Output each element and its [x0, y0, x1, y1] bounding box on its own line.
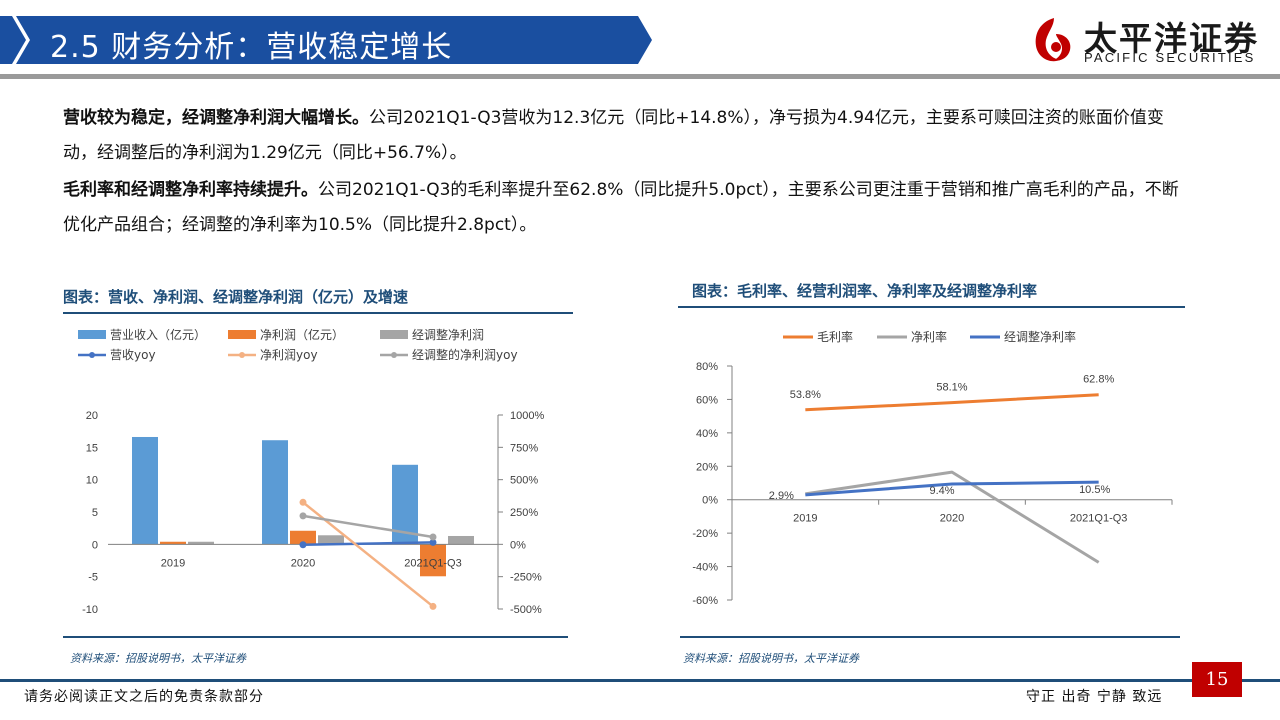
summary-paragraph-2: 毛利率和经调整净利率持续提升。公司2021Q1-Q3的毛利率提升至62.8%（同…	[63, 173, 1193, 243]
chart1-right-tick-label: 1000%	[510, 410, 544, 422]
pacific-logo-icon	[1035, 18, 1071, 62]
chart1-left-tick-label: 5	[92, 507, 98, 519]
chart2-tick-label: -60%	[692, 595, 718, 607]
chart1-left-tick-label: 10	[86, 475, 98, 487]
chart2-data-label: 2.9%	[769, 490, 794, 502]
chart2-category-label: 2019	[793, 513, 817, 525]
chart1-legend-revenue-yoy: 营收yoy	[78, 346, 156, 363]
summary-paragraph-1: 营收较为稳定，经调整净利润大幅增长。公司2021Q1-Q3营收为12.3亿元（同…	[63, 101, 1193, 171]
chart1-title: 图表：营收、净利润、经调整净利润（亿元）及增速	[63, 288, 409, 306]
chart2-data-label: 62.8%	[1083, 374, 1114, 386]
chart2-tick-label: 40%	[696, 428, 718, 440]
chart2-plot: 80% 60% 40% 20% 0% -20% -40% -60% 2019 2020 2021Q1…	[692, 361, 1173, 607]
paragraph-1-body: 公司2021Q1-Q3营收为12.3亿元（同比+14.8%），净亏损为4.94亿…	[63, 108, 1164, 163]
company-logo: 太平洋证券 PACIFIC SECURITIES	[1030, 10, 1270, 70]
chart1-left-tick-label: -5	[88, 572, 98, 584]
chart1-plot: -10 -5 0 5 10 15 20 -500% -250% 0% 250% 500% 750% 100…	[82, 410, 544, 616]
chart1-bar	[262, 440, 288, 545]
chart2-legend-gross-margin: 毛利率	[783, 330, 854, 344]
logo-text-cn: 太平洋证券	[1084, 19, 1259, 58]
chart1-bar	[132, 436, 158, 545]
chart2-data-label: 10.5%	[1079, 484, 1110, 496]
chart2-data-label: 58.1%	[936, 382, 967, 394]
page-number: 15	[1192, 662, 1242, 697]
chart1-right-tick-label: 500%	[510, 475, 538, 487]
chart1-legend-net-profit: 净利润（亿元）	[228, 326, 344, 343]
chart1-left-tick-label: 20	[86, 410, 98, 422]
chart1-yoy-line	[302, 541, 434, 546]
chart2-tick-label: 60%	[696, 394, 718, 406]
chart1-yoy-point	[299, 498, 307, 506]
chart2-series-line	[805, 470, 1100, 564]
chart1-legend-net-yoy: 净利润yoy	[228, 346, 318, 363]
chart2-data-label: 53.8%	[790, 389, 821, 401]
chart1-right-tick-label: 250%	[510, 507, 538, 519]
chart1-yoy-point	[429, 538, 437, 546]
chart1-category-label: 2019	[161, 557, 185, 569]
chart2-tick-label: 80%	[696, 361, 718, 373]
chart1-left-tick-label: -10	[82, 604, 98, 616]
disclaimer-note: 请务必阅读正文之后的免责条款部分	[24, 689, 264, 705]
chart1-right-tick-label: 0%	[510, 539, 526, 551]
chart2-tick-label: -40%	[692, 562, 718, 574]
chart2-series-line	[805, 480, 1099, 497]
chart1-bottom-rule	[63, 636, 568, 638]
chart2-tick-label: 20%	[696, 461, 718, 473]
company-motto: 守正 出奇 宁静 致远	[1026, 689, 1163, 705]
chart2-category-label: 2021Q1-Q3	[1070, 513, 1127, 525]
chart2-title-rule	[678, 306, 1185, 308]
chart1-category-label: 2020	[291, 557, 315, 569]
chart1-bar	[318, 535, 344, 545]
chart1-yoy-line	[302, 514, 434, 539]
chart1-title-rule	[63, 312, 573, 314]
chart1-left-tick-label: 0	[92, 539, 98, 551]
chart2-legend-adj-margin: 经调整净利率	[970, 330, 1077, 344]
logo-text-en: PACIFIC SECURITIES	[1084, 50, 1256, 65]
chart1-legend-revenue: 营业收入（亿元）	[78, 326, 206, 343]
chart1-yoy-point	[429, 602, 437, 610]
title-banner: 2.5 财务分析：营收稳定增长	[0, 14, 655, 66]
chart2-data-label: 9.4%	[929, 485, 954, 497]
header-divider	[0, 74, 1280, 79]
chart2-bottom-rule	[680, 636, 1180, 638]
chart1-yoy-point	[429, 533, 437, 541]
page-title: 2.5 财务分析：营收稳定增长	[50, 30, 453, 65]
chart1-right-tick-label: -250%	[510, 572, 542, 584]
paragraph-1-lead: 营收较为稳定，经调整净利润大幅增长。	[63, 108, 369, 128]
chart2-tick-label: -20%	[692, 528, 718, 540]
chart1-bar	[420, 544, 446, 577]
chart1-source: 资料来源：招股说明书，太平洋证券	[70, 652, 246, 665]
chart1-bar	[448, 535, 474, 545]
chart2-series-line	[805, 393, 1099, 412]
chart1-legend-adj-yoy: 经调整的净利润yoy	[380, 346, 518, 363]
chart1-bar	[160, 541, 186, 545]
chart1-bar	[290, 530, 316, 545]
chart2-category-label: 2020	[940, 513, 964, 525]
chart2-source: 资料来源：招股说明书，太平洋证券	[683, 652, 859, 665]
chart1-yoy-point	[299, 541, 307, 549]
chart1-category-label: 2021Q1-Q3	[404, 557, 461, 569]
paragraph-2-body: 公司2021Q1-Q3的毛利率提升至62.8%（同比提升5.0pct），主要系公…	[63, 180, 1179, 235]
chart1-right-tick-label: -500%	[510, 604, 542, 616]
chart2-title: 图表：毛利率、经营利润率、净利率及经调整净利率	[692, 282, 1038, 300]
title-banner-shape	[0, 14, 655, 66]
chart1-legend-adj-profit: 经调整净利润	[380, 326, 484, 343]
chart2-tick-label: 0%	[702, 495, 718, 507]
chart1-right-tick-label: 750%	[510, 442, 538, 454]
chart1-yoy-point	[299, 512, 307, 520]
chart1-bar	[188, 541, 214, 545]
chart1-left-tick-label: 15	[86, 442, 98, 454]
footer-divider	[0, 679, 1280, 682]
chart2-legend-net-margin: 净利率	[877, 330, 948, 344]
paragraph-2-lead: 毛利率和经调整净利率持续提升。	[63, 180, 318, 200]
